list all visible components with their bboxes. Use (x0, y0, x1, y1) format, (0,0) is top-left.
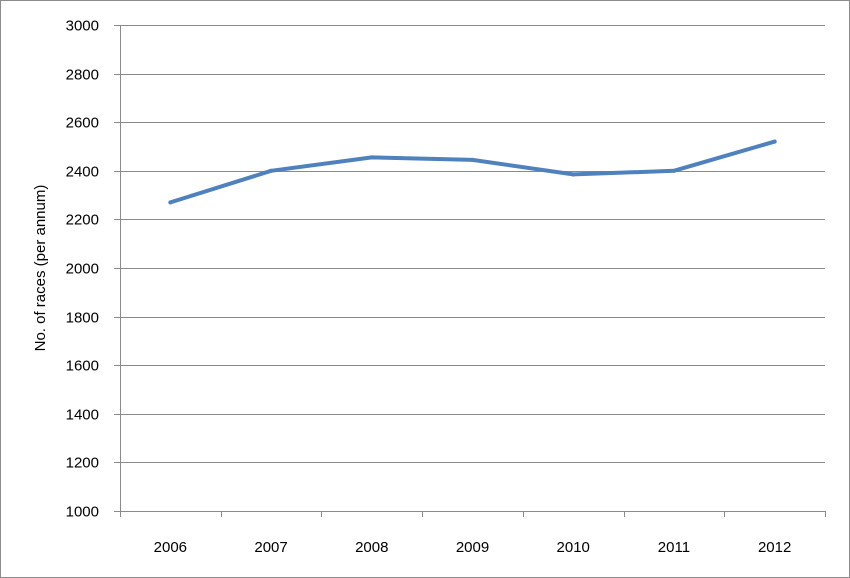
y-tick-label: 2400 (66, 164, 99, 181)
y-tick-label: 1000 (66, 504, 99, 521)
y-tick-label: 2200 (66, 212, 99, 229)
x-tick-label: 2011 (658, 539, 690, 556)
y-tick-label: 2800 (66, 67, 99, 84)
x-tick-label: 2009 (456, 539, 489, 556)
x-tick-label: 2007 (254, 539, 287, 556)
y-tick-label: 1600 (66, 358, 99, 375)
data-point (168, 200, 173, 205)
x-tick-label: 2010 (557, 539, 590, 556)
x-tick-label: 2012 (758, 539, 791, 556)
data-point (369, 155, 374, 160)
y-tick-labels: 1000 1200 1400 1600 1800 2000 2200 2400 2600 2800… (66, 18, 99, 521)
gridlines (120, 25, 825, 463)
data-point (470, 157, 475, 162)
data-point (671, 168, 676, 173)
x-tick-labels: 2006 2007 2008 2009 2010 2011 2012 (154, 539, 792, 556)
y-axis-title: No. of races (per annum) (32, 185, 49, 352)
data-point (269, 168, 274, 173)
y-tick-label: 3000 (66, 18, 99, 35)
y-tick-label: 1400 (66, 407, 99, 424)
y-tick-label: 1200 (66, 455, 99, 472)
y-tick-label: 2000 (66, 261, 99, 278)
series-layer (168, 139, 777, 205)
data-point (772, 139, 777, 144)
x-tick-label: 2008 (355, 539, 388, 556)
axes (114, 25, 826, 517)
data-point (571, 172, 576, 177)
y-tick-label: 1800 (66, 310, 99, 327)
y-tick-label: 2600 (66, 115, 99, 132)
x-tick-label: 2006 (154, 539, 187, 556)
